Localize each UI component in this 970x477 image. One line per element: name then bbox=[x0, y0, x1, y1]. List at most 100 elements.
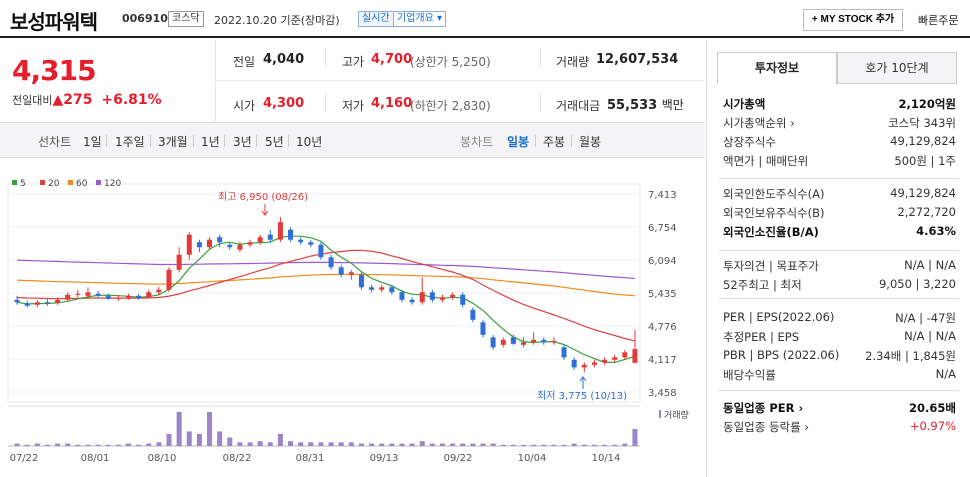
info-value: 500원 | 1주 bbox=[894, 154, 956, 168]
period-5y[interactable]: 5년 bbox=[265, 135, 284, 149]
up-arrow-icon: ▲ bbox=[52, 92, 64, 108]
period-1y[interactable]: 1년 bbox=[201, 135, 220, 149]
candle-body bbox=[14, 299, 20, 303]
volume-bar bbox=[95, 444, 101, 446]
info-label: 52주최고 | 최저 bbox=[723, 278, 802, 292]
period-3y[interactable]: 3년 bbox=[233, 135, 252, 149]
tab-hoga-10[interactable]: 호가 10단계 bbox=[837, 52, 957, 84]
info-value: +0.97% bbox=[909, 419, 956, 433]
open-label: 시가 bbox=[233, 99, 256, 113]
volume-bar bbox=[328, 442, 334, 446]
volume-bar bbox=[14, 443, 20, 446]
candle-body bbox=[358, 274, 364, 288]
candle-body bbox=[247, 242, 253, 245]
volume-bar bbox=[217, 431, 223, 446]
candle-body bbox=[277, 222, 283, 240]
info-label[interactable]: 시가총액순위 › bbox=[723, 116, 795, 130]
info-label[interactable]: 동일업종 PER › bbox=[723, 401, 804, 415]
legend-swatch bbox=[68, 180, 73, 185]
y-tick-label: 6,094 bbox=[648, 256, 677, 267]
volume-bar bbox=[561, 444, 567, 446]
period-10y[interactable]: 10년 bbox=[296, 135, 323, 149]
volume-bar bbox=[136, 444, 142, 446]
candle-body bbox=[55, 299, 61, 304]
quick-order-button[interactable]: 빠른주문 bbox=[918, 14, 959, 27]
info-label: 외국인한도주식수(A) bbox=[723, 187, 825, 201]
volume-bar bbox=[24, 444, 30, 446]
volume-bar bbox=[531, 444, 537, 446]
volume-bar bbox=[115, 444, 121, 446]
candle-weekly[interactable]: 주봉 bbox=[543, 135, 566, 149]
volume-bar bbox=[55, 443, 61, 446]
low-arrow-icon bbox=[579, 376, 587, 389]
period-1w[interactable]: 1주일 bbox=[115, 135, 145, 149]
realtime-tag[interactable]: 실시간 bbox=[358, 11, 394, 27]
info-value: 20.65배 bbox=[909, 401, 956, 415]
info-value: N/A | N/A bbox=[904, 329, 956, 343]
candle-body bbox=[217, 237, 223, 243]
candle-monthly[interactable]: 월봉 bbox=[579, 135, 602, 149]
volume-legend-swatch bbox=[659, 410, 661, 418]
info-value: N/A | N/A bbox=[904, 258, 956, 272]
volume-bar bbox=[490, 443, 496, 446]
info-value: N/A bbox=[935, 367, 956, 381]
candle-chart-label: 봉차트 bbox=[460, 135, 494, 149]
period-1d[interactable]: 1일 bbox=[83, 135, 102, 149]
candle-body bbox=[328, 257, 334, 268]
candle-body bbox=[581, 364, 587, 368]
stock-code: 006910 bbox=[122, 12, 168, 25]
change-value: 275 bbox=[63, 92, 93, 108]
legend-swatch bbox=[40, 180, 45, 185]
info-label[interactable]: 동일업종 등락률 › bbox=[723, 420, 809, 434]
volume-bar bbox=[591, 444, 597, 446]
y-tick-label: 6,754 bbox=[648, 223, 677, 234]
volume-bar bbox=[581, 444, 587, 446]
candle-body bbox=[450, 294, 456, 298]
candle-body bbox=[369, 287, 375, 290]
volume-bar bbox=[227, 437, 233, 446]
candle-body bbox=[176, 254, 182, 270]
my-stock-add-button[interactable]: + MY STOCK 추가 bbox=[803, 9, 903, 31]
date-text: 2022.10.20 기준(장마감) bbox=[214, 14, 340, 27]
stock-chart[interactable]: 5 20 60 120 7,413 6,754 6,094 5,435 4,776 4,117 3,… bbox=[0, 158, 705, 477]
x-tick-label: 10/14 bbox=[592, 453, 621, 464]
current-price: 4,315 bbox=[12, 54, 97, 87]
high-label: 고가 bbox=[342, 55, 365, 69]
low-annotation: 최저 3,775 (10/13) bbox=[537, 390, 627, 402]
candle-body bbox=[298, 239, 304, 243]
volume-bar bbox=[338, 442, 344, 446]
volume-bar bbox=[622, 443, 628, 446]
tab-investment-info[interactable]: 투자정보 bbox=[717, 52, 837, 84]
y-tick-label: 7,413 bbox=[648, 190, 677, 201]
change-percent: +6.81% bbox=[101, 92, 162, 108]
candle-body bbox=[389, 287, 395, 293]
period-3m[interactable]: 3개월 bbox=[158, 135, 188, 149]
legend-label: 120 bbox=[104, 179, 121, 189]
info-value: 코스닥 343위 bbox=[888, 116, 956, 130]
candle-body bbox=[24, 303, 30, 306]
candle-body bbox=[348, 272, 354, 275]
info-label: 상장주식수 bbox=[723, 135, 776, 149]
divider bbox=[325, 92, 326, 112]
volume-bar bbox=[409, 443, 415, 446]
volume-bar bbox=[166, 433, 172, 446]
volume-bar bbox=[277, 433, 283, 446]
stock-name: 보성파워텍 bbox=[10, 10, 98, 34]
ma-60-line bbox=[17, 273, 635, 297]
volume-bar bbox=[186, 431, 192, 446]
market-tag: 코스닥 bbox=[168, 11, 204, 27]
info-label: PER | EPS(2022.06) bbox=[723, 310, 835, 324]
info-label: 시가총액 bbox=[723, 97, 766, 111]
info-label: 외국인보유주식수(B) bbox=[723, 206, 825, 220]
volume-bar bbox=[500, 444, 506, 446]
volume-bar bbox=[571, 443, 577, 446]
candle-body bbox=[571, 359, 577, 368]
volume-bar bbox=[85, 444, 91, 446]
volume-bar bbox=[399, 443, 405, 446]
candle-daily[interactable]: 일봉 bbox=[507, 135, 530, 149]
line-chart-label[interactable]: 선차트 bbox=[38, 135, 72, 149]
company-overview-dropdown[interactable]: 기업개요 ▾ bbox=[393, 11, 446, 27]
info-label: PBR | BPS (2022.06) bbox=[723, 348, 840, 362]
volume-bar bbox=[521, 444, 527, 446]
candle-body bbox=[85, 292, 91, 296]
